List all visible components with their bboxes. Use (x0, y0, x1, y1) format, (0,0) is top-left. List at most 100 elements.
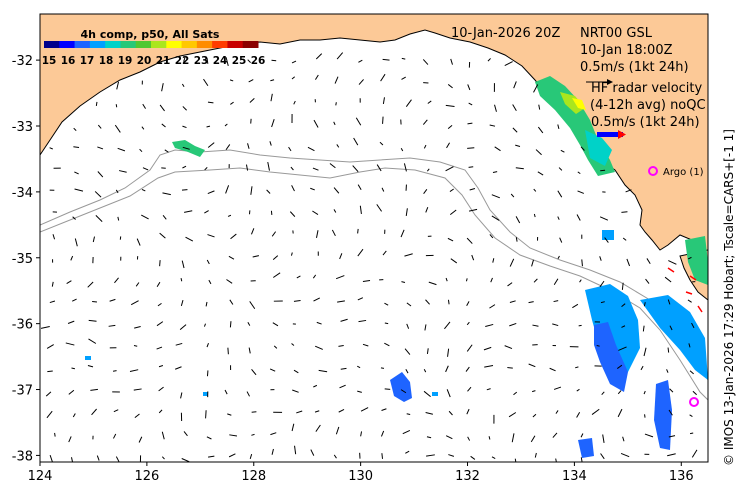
velocity-arrow (119, 170, 127, 173)
velocity-arrow (549, 367, 556, 372)
velocity-arrow (338, 344, 344, 347)
x-tick-label: 136 (669, 469, 694, 484)
velocity-arrow (448, 410, 453, 416)
velocity-arrow (494, 146, 501, 152)
velocity-arrow (310, 187, 315, 191)
velocity-arrow (227, 347, 229, 355)
velocity-arrow (404, 253, 413, 257)
velocity-arrow (207, 142, 215, 148)
velocity-arrow (507, 367, 513, 369)
velocity-arrow (314, 74, 319, 80)
velocity-arrow (362, 343, 369, 347)
velocity-arrow (602, 434, 605, 443)
velocity-arrow (384, 322, 389, 325)
velocity-arrow (156, 281, 161, 287)
velocity-arrow (164, 149, 169, 153)
velocity-arrow (87, 281, 94, 288)
legend-tick-label: 25 (232, 55, 247, 67)
velocity-arrow (74, 188, 84, 192)
velocity-arrow (333, 121, 336, 126)
velocity-arrow (600, 453, 605, 460)
velocity-arrow (360, 431, 363, 437)
velocity-arrow (484, 364, 494, 368)
velocity-arrow (379, 141, 384, 146)
velocity-arrow (445, 365, 449, 373)
velocity-arrow (491, 456, 496, 460)
velocity-arrow (115, 189, 119, 194)
velocity-arrow (508, 412, 517, 418)
velocity-arrow (668, 435, 676, 438)
velocity-arrow (381, 408, 387, 411)
colorbar-segment (242, 41, 259, 48)
velocity-arrow (71, 367, 75, 370)
velocity-arrow (130, 300, 139, 306)
velocity-arrow (114, 277, 119, 284)
velocity-arrow (161, 456, 165, 460)
velocity-arrow (293, 100, 296, 105)
velocity-arrow (67, 320, 75, 324)
velocity-arrow (204, 210, 209, 214)
velocity-arrow (557, 255, 560, 259)
velocity-arrow (450, 58, 453, 65)
velocity-arrow (206, 125, 211, 128)
legend-tick-label: 26 (251, 55, 266, 67)
velocity-arrow (422, 59, 429, 65)
velocity-arrow (362, 279, 371, 282)
velocity-arrow (357, 297, 364, 301)
velocity-arrow (424, 324, 427, 331)
velocity-arrow (358, 59, 363, 63)
legend-tick-label: 15 (42, 55, 57, 67)
velocity-arrow (532, 413, 537, 418)
velocity-arrow (271, 231, 277, 237)
velocity-arrow (138, 436, 143, 443)
velocity-arrow (313, 297, 321, 302)
velocity-arrow (618, 346, 627, 351)
velocity-arrow (579, 279, 582, 283)
argo-float-marker[interactable] (689, 397, 699, 407)
velocity-arrow (335, 426, 340, 435)
velocity-arrow (533, 278, 538, 283)
velocity-arrow (310, 449, 315, 456)
velocity-arrow (687, 256, 692, 260)
colorbar-segment (196, 41, 213, 48)
velocity-arrow (45, 391, 52, 397)
velocity-arrow (352, 165, 359, 173)
velocity-arrow (528, 363, 536, 368)
argo-float-marker[interactable] (648, 166, 658, 176)
velocity-arrow (339, 253, 343, 260)
velocity-arrow (401, 76, 406, 80)
velocity-arrow (664, 276, 672, 283)
velocity-arrow (227, 413, 232, 416)
velocity-arrow (449, 209, 457, 216)
velocity-arrow (156, 346, 163, 350)
legend-tick-label: 23 (194, 55, 209, 67)
y-tick-label: -36 (12, 318, 33, 333)
velocity-arrow (340, 367, 347, 370)
velocity-arrow (92, 236, 96, 243)
velocity-arrow (491, 194, 500, 199)
velocity-arrow (617, 390, 622, 395)
velocity-arrow (333, 454, 337, 459)
velocity-arrow (381, 187, 385, 192)
velocity-arrow (467, 122, 473, 125)
velocity-arrow (289, 211, 296, 217)
x-tick-label: 128 (241, 469, 266, 484)
velocity-arrow (157, 302, 162, 307)
velocity-arrow (206, 342, 209, 348)
velocity-arrow (642, 325, 645, 332)
velocity-arrow (405, 99, 412, 107)
velocity-arrow (335, 275, 345, 280)
velocity-arrow (73, 146, 80, 149)
velocity-arrow (667, 347, 670, 353)
velocity-arrow (533, 188, 537, 192)
velocity-arrow (669, 325, 673, 331)
velocity-arrow (158, 365, 164, 368)
hf-scale-label: 0.5m/s (1kt 24h) (591, 115, 700, 130)
velocity-arrow (316, 230, 319, 238)
y-tick-label: -37 (12, 384, 33, 399)
velocity-arrow (247, 59, 251, 63)
velocity-arrow (133, 388, 142, 391)
velocity-arrow (380, 73, 386, 82)
velocity-arrow (54, 432, 56, 437)
